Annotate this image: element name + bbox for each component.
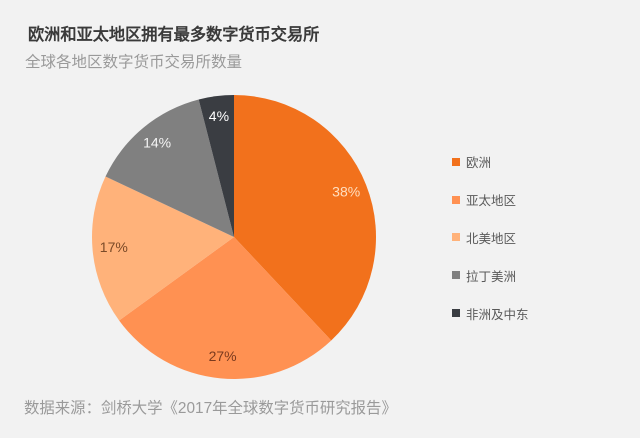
svg-text:38%: 38%: [332, 183, 360, 199]
svg-text:27%: 27%: [209, 348, 237, 364]
svg-text:4%: 4%: [209, 108, 229, 124]
svg-text:14%: 14%: [143, 135, 171, 151]
svg-text:17%: 17%: [100, 239, 128, 255]
